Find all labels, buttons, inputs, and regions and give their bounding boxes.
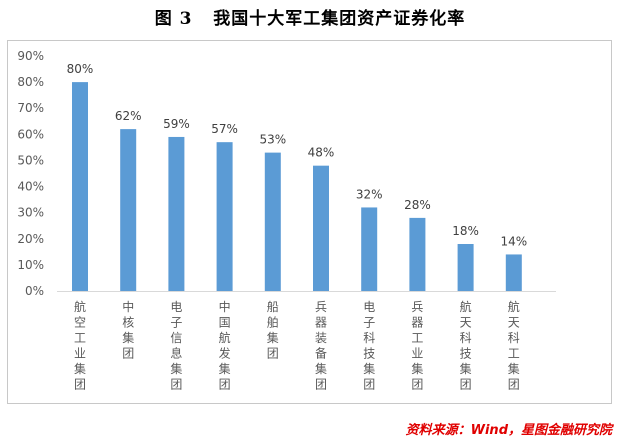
chart-frame — [7, 40, 612, 404]
data-label: 18% — [452, 224, 479, 238]
bar — [505, 254, 522, 291]
x-category-label: 船舶集团 — [267, 300, 279, 361]
bar — [264, 152, 281, 291]
y-tick-label: 70% — [17, 101, 44, 115]
bar — [216, 142, 233, 291]
source-note: 资料来源：Wind，星图金融研究院 — [405, 423, 612, 438]
x-category-label: 航天科工集团 — [508, 299, 520, 392]
y-tick-label: 0% — [25, 284, 44, 298]
bar — [72, 82, 88, 291]
chart-title: 图 3 我国十大军工集团资产证券化率 — [154, 9, 466, 29]
data-label: 53% — [259, 133, 286, 147]
bar — [361, 207, 378, 291]
bar — [313, 165, 329, 291]
y-tick-label: 60% — [17, 127, 44, 141]
x-category-label: 电子科技集团 — [363, 300, 375, 392]
data-label: 57% — [211, 122, 238, 136]
y-tick-label: 90% — [17, 49, 44, 63]
data-label: 48% — [308, 146, 335, 160]
y-tick-label: 80% — [17, 75, 44, 89]
data-label: 62% — [115, 109, 142, 123]
data-label: 80% — [67, 62, 94, 76]
data-label: 28% — [404, 198, 431, 212]
y-tick-label: 20% — [17, 232, 44, 246]
data-label: 32% — [356, 187, 383, 201]
bar — [457, 244, 474, 291]
data-label: 59% — [163, 117, 190, 131]
x-category-label: 航空工业集团 — [74, 299, 86, 392]
x-category-label: 中核集团 — [122, 299, 134, 361]
y-tick-label: 50% — [17, 153, 44, 167]
bar — [168, 136, 185, 291]
bar — [120, 129, 137, 291]
x-category-label: 中国航发集团 — [219, 299, 231, 392]
y-tick-label: 10% — [17, 258, 44, 272]
x-category-label: 航天科技集团 — [460, 299, 472, 392]
x-category-label: 兵器装备集团 — [315, 300, 327, 392]
data-label: 14% — [500, 234, 527, 248]
x-category-label: 电子信息集团 — [170, 300, 182, 392]
y-tick-label: 30% — [17, 206, 44, 220]
y-tick-label: 40% — [17, 180, 44, 194]
bar — [409, 217, 426, 291]
x-category-label: 兵器工业集团 — [411, 300, 423, 392]
